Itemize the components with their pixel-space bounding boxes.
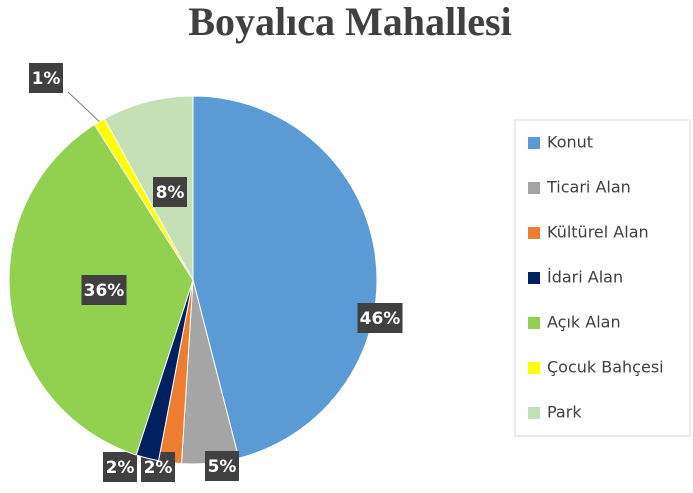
data-label: 46% xyxy=(360,309,401,329)
data-label: 2% xyxy=(106,458,135,478)
data-label: 5% xyxy=(208,457,237,477)
legend-swatch xyxy=(528,317,540,329)
legend-label: Konut xyxy=(547,133,593,152)
legend-swatch xyxy=(528,227,540,239)
data-label: 2% xyxy=(144,458,173,478)
leader-line xyxy=(67,91,100,122)
legend-label: Kültürel Alan xyxy=(547,223,649,242)
legend-swatch xyxy=(528,137,540,149)
data-label-box xyxy=(103,452,137,482)
legend-swatch xyxy=(528,362,540,374)
legend-label: Park xyxy=(547,403,582,422)
data-label-box xyxy=(357,303,403,333)
legend-label: İdari Alan xyxy=(547,268,623,287)
legend-box xyxy=(514,119,691,437)
data-label-box xyxy=(81,275,127,305)
data-label: 36% xyxy=(84,281,125,301)
legend-swatch xyxy=(528,272,540,284)
pie-slice xyxy=(103,95,194,281)
legend-swatch xyxy=(528,182,540,194)
data-label-box xyxy=(205,451,239,481)
data-label: 1% xyxy=(32,69,61,89)
data-label: 8% xyxy=(156,183,185,203)
pie-slice xyxy=(192,95,378,459)
legend-label: Ticari Alan xyxy=(546,178,631,197)
legend-label: Açık Alan xyxy=(547,313,621,332)
legend-label: Çocuk Bahçesi xyxy=(547,358,664,377)
data-label-box xyxy=(29,63,63,93)
legend-swatch xyxy=(528,407,540,419)
chart-title: Boyalıca Mahallesi xyxy=(188,0,511,44)
data-label-box xyxy=(153,177,187,207)
